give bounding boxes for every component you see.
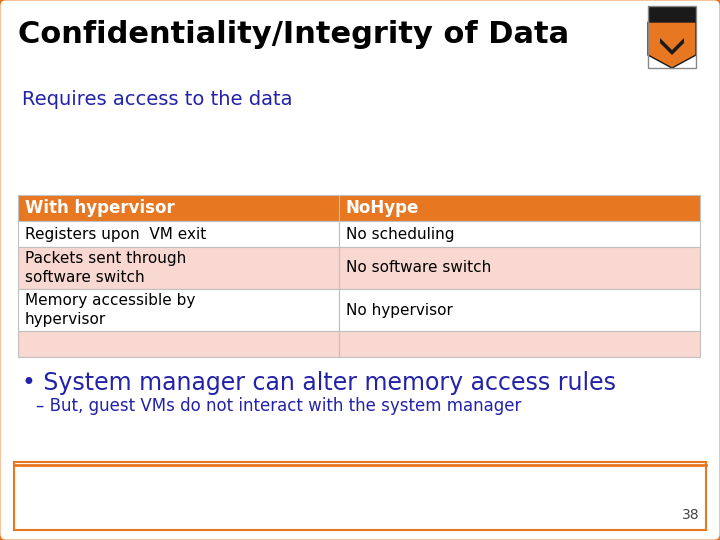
Bar — [18, 331, 338, 357]
Text: Memory accessible by
hypervisor: Memory accessible by hypervisor — [25, 293, 195, 327]
Text: With hypervisor: With hypervisor — [25, 199, 175, 217]
Text: NoHype: NoHype — [346, 199, 419, 217]
Bar — [18, 289, 338, 331]
Text: • System manager can alter memory access rules: • System manager can alter memory access… — [22, 371, 616, 395]
Bar — [14, 462, 706, 530]
Text: No software switch: No software switch — [346, 260, 491, 275]
Text: Requires access to the data: Requires access to the data — [22, 90, 292, 109]
Text: Confidentiality/Integrity of Data: Confidentiality/Integrity of Data — [18, 20, 569, 49]
Bar — [18, 221, 338, 247]
Bar — [338, 247, 700, 289]
Bar — [648, 6, 696, 22]
Bar — [18, 195, 338, 221]
Polygon shape — [648, 22, 696, 68]
Bar — [338, 289, 700, 331]
Text: Packets sent through
software switch: Packets sent through software switch — [25, 251, 186, 286]
Bar — [18, 247, 338, 289]
Text: Registers upon  VM exit: Registers upon VM exit — [25, 226, 206, 241]
Bar — [338, 331, 700, 357]
Text: No hypervisor: No hypervisor — [346, 302, 452, 318]
Polygon shape — [660, 38, 684, 55]
Bar — [338, 221, 700, 247]
Text: 38: 38 — [683, 508, 700, 522]
Text: – But, guest VMs do not interact with the system manager: – But, guest VMs do not interact with th… — [36, 397, 521, 415]
Text: No scheduling: No scheduling — [346, 226, 454, 241]
Bar — [338, 195, 700, 221]
